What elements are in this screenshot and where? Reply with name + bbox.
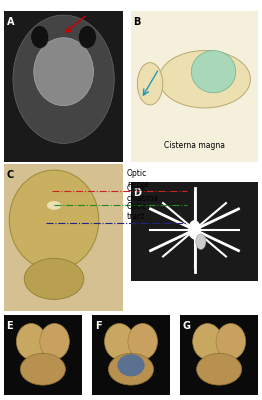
Ellipse shape <box>137 63 163 105</box>
Bar <box>92 315 170 395</box>
Text: F: F <box>95 321 101 331</box>
Bar <box>4 11 123 162</box>
Circle shape <box>196 234 206 250</box>
Bar <box>4 164 123 311</box>
Ellipse shape <box>34 38 94 106</box>
Ellipse shape <box>24 258 84 300</box>
Ellipse shape <box>159 50 250 108</box>
Bar <box>131 182 258 282</box>
Ellipse shape <box>79 26 96 48</box>
Circle shape <box>188 220 201 240</box>
Ellipse shape <box>117 354 145 376</box>
Text: G: G <box>183 321 191 331</box>
Ellipse shape <box>128 324 157 359</box>
Ellipse shape <box>196 353 242 385</box>
Text: Cisterna magna: Cisterna magna <box>164 141 225 150</box>
Ellipse shape <box>9 170 99 270</box>
Ellipse shape <box>191 50 236 93</box>
Text: A: A <box>7 17 14 27</box>
Bar <box>4 315 82 395</box>
Text: E: E <box>7 321 13 331</box>
Ellipse shape <box>105 324 134 359</box>
Text: C: C <box>7 170 14 180</box>
Text: Optic
nerve: Optic nerve <box>127 169 149 189</box>
Ellipse shape <box>17 324 46 359</box>
Ellipse shape <box>108 353 154 385</box>
Ellipse shape <box>40 324 69 359</box>
Bar <box>180 315 258 395</box>
Ellipse shape <box>31 26 49 48</box>
Ellipse shape <box>13 15 114 143</box>
Ellipse shape <box>20 353 66 385</box>
Bar <box>131 11 258 162</box>
Text: Optic
tract: Optic tract <box>127 202 147 221</box>
Text: Optic
chiasma: Optic chiasma <box>127 184 159 204</box>
Text: D: D <box>134 188 141 198</box>
Ellipse shape <box>47 201 61 210</box>
Ellipse shape <box>216 324 245 359</box>
Ellipse shape <box>193 324 222 359</box>
Text: B: B <box>134 17 141 27</box>
